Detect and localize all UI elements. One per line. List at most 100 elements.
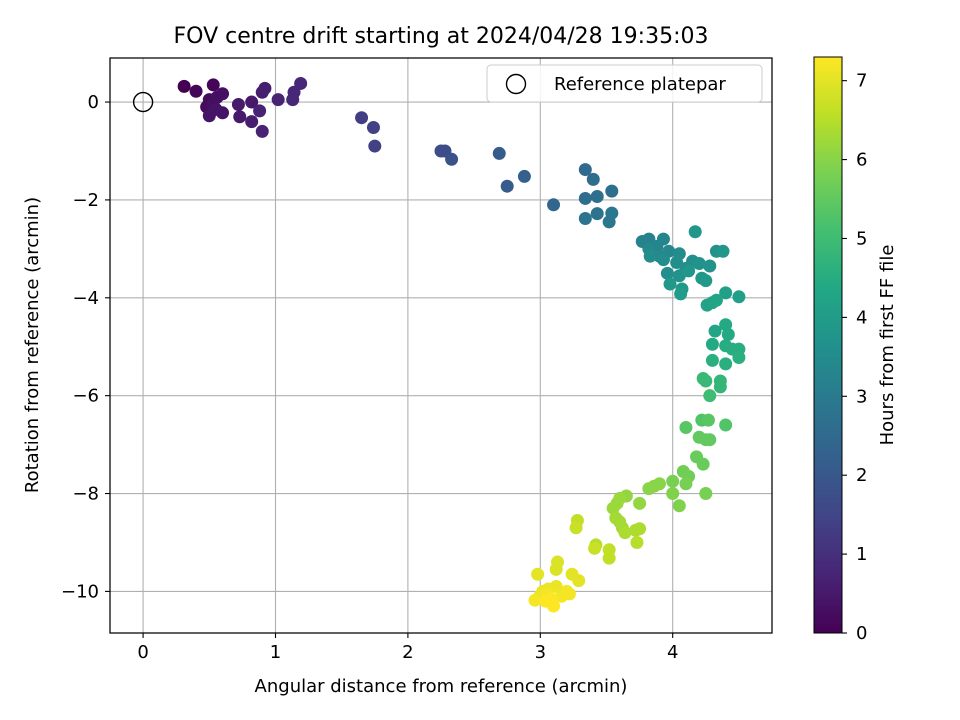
data-point [549,562,563,576]
grid-lines [110,58,772,633]
x-tick-label: 3 [535,642,546,663]
data-point [679,477,693,491]
data-point [233,110,247,124]
data-point [709,293,723,307]
data-point [656,232,670,246]
x-tick-label: 4 [667,642,678,663]
y-tick-label: 0 [88,92,99,113]
data-point [732,350,746,364]
x-tick-label: 2 [402,642,413,663]
data-point [703,389,717,403]
data-point [517,169,531,183]
data-point [703,259,717,273]
data-point [368,139,382,153]
legend: Reference platepar [486,64,763,103]
data-point [699,274,713,288]
reference-marker-layer [132,91,154,113]
data-point [663,277,677,291]
data-point [547,198,561,212]
legend-label-reference: Reference platepar [554,74,726,95]
y-tick-label: −10 [61,581,99,602]
data-point [721,327,735,341]
data-point [606,501,620,515]
data-point [716,244,730,258]
data-point [572,574,586,588]
y-tick-label: −2 [72,190,99,211]
data-point [255,124,269,138]
data-point [554,589,568,603]
x-tick-label: 0 [137,642,148,663]
y-tick-label: −4 [72,288,99,309]
data-point [578,212,592,226]
data-point [696,457,710,471]
data-point [586,172,600,186]
data-point [445,152,459,166]
colorbar-ticks: 0 1 2 3 4 5 6 7 [842,71,867,644]
data-point [578,163,592,177]
data-point [189,84,203,98]
data-point [630,535,644,549]
data-point [253,104,267,118]
reference-platepar-marker [132,91,154,113]
colorbar-tick-label: 3 [856,386,867,407]
plot-area-frame [109,57,773,634]
data-point [590,207,604,221]
data-point [366,120,380,134]
colorbar-gradient [813,56,843,634]
data-point [588,541,602,555]
data-point [708,324,722,338]
y-tick-label: −8 [72,484,99,505]
data-point [258,81,272,95]
data-point [705,337,719,351]
data-point [206,78,220,92]
data-point [355,111,369,125]
data-point [602,551,616,565]
colorbar-tick-label: 4 [856,307,867,328]
x-axis-title: Angular distance from reference (arcmin) [255,676,628,697]
data-point [652,477,666,491]
x-tick-label: 1 [270,642,281,663]
data-point [674,287,688,301]
data-point [682,264,696,278]
colorbar: 0 1 2 3 4 5 6 7 Hours from first FF file [813,56,898,644]
data-point [231,97,245,111]
colorbar-tick-label: 6 [856,150,867,171]
data-point [202,109,216,123]
data-point [670,256,684,270]
colorbar-tick-label: 7 [856,71,867,92]
scatter-points [177,76,746,613]
legend-box [486,64,763,103]
chart-title: FOV centre drift starting at 2024/04/28 … [174,24,709,49]
data-point [656,253,670,267]
data-point [216,87,230,101]
axis-ticks: 0 1 2 3 4 0 −2 −4 −6 −8 −10 [61,92,678,663]
data-point [705,353,719,367]
colorbar-tick-label: 0 [856,623,867,644]
data-point [271,93,285,107]
data-point [633,496,647,510]
legend-marker-reference [505,73,527,95]
y-axis-title: Rotation from reference (arcmin) [22,197,43,493]
data-point [216,106,230,120]
data-point [642,482,656,496]
data-point [245,95,259,109]
colorbar-tick-label: 1 [856,544,867,565]
y-tick-label: −6 [72,386,99,407]
data-point [528,593,542,607]
data-point [492,146,506,160]
data-point [500,179,514,193]
data-point [699,374,713,388]
data-point [660,266,674,280]
data-point [719,418,733,432]
data-point [245,115,259,129]
data-point [578,191,592,205]
data-point [294,76,308,90]
data-point [732,290,746,304]
colorbar-tick-label: 2 [856,465,867,486]
data-point [701,413,715,427]
data-point [633,522,647,536]
data-point [688,225,702,239]
data-point [605,184,619,198]
data-point [605,206,619,220]
